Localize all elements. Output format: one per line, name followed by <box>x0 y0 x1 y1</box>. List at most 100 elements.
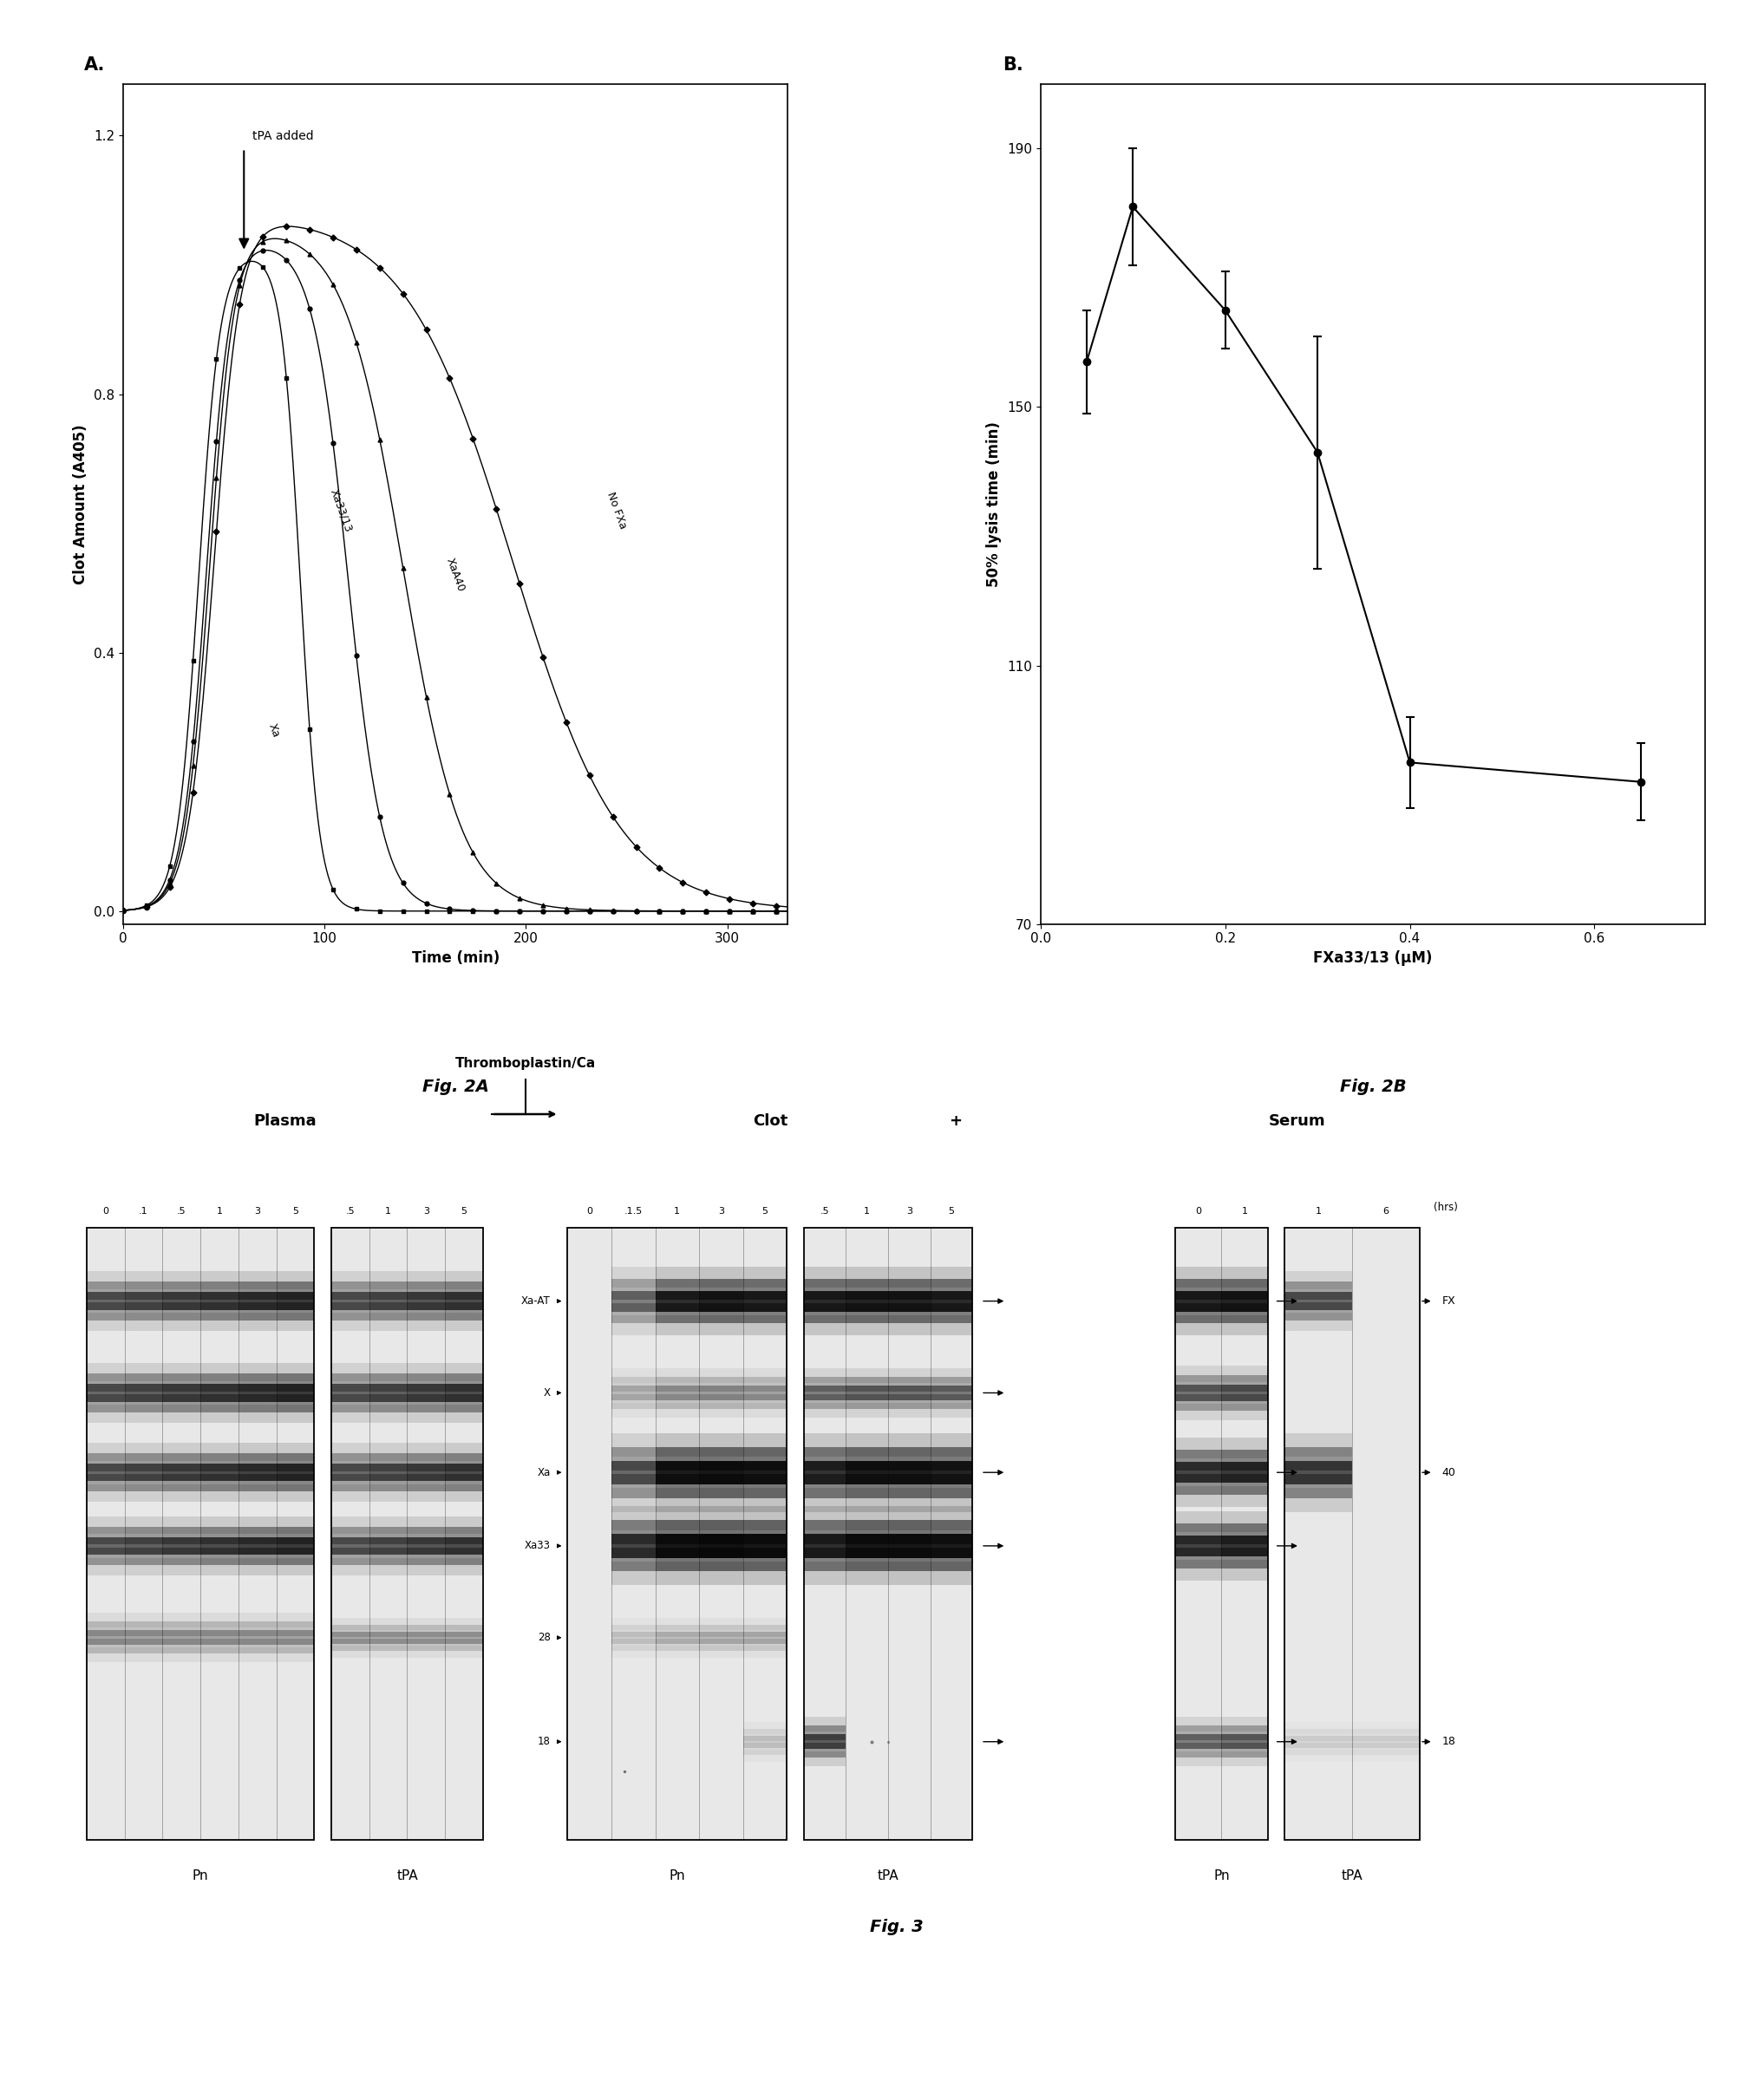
Bar <box>568 1743 612 1754</box>
Bar <box>700 1386 744 1401</box>
Bar <box>803 1718 846 1732</box>
Bar <box>1352 1302 1420 1321</box>
Bar <box>612 1722 656 1735</box>
Bar <box>930 1735 972 1749</box>
Bar <box>369 1516 408 1533</box>
Bar <box>369 1527 408 1543</box>
Bar <box>656 1432 700 1457</box>
Bar <box>744 1447 788 1470</box>
Text: 3: 3 <box>905 1208 912 1216</box>
Bar <box>162 1621 200 1636</box>
Bar <box>568 1474 612 1497</box>
Bar <box>656 1386 700 1401</box>
Text: 28: 28 <box>538 1632 550 1644</box>
Bar <box>125 1527 162 1543</box>
Bar <box>930 1632 972 1644</box>
Bar <box>803 1743 846 1758</box>
Bar <box>86 1464 125 1480</box>
Bar <box>276 1363 315 1382</box>
Text: tPA: tPA <box>877 1869 898 1882</box>
Bar <box>408 1638 445 1651</box>
Bar <box>200 1548 239 1564</box>
Bar <box>568 1369 612 1384</box>
Bar <box>1285 1489 1352 1512</box>
Bar <box>930 1548 972 1571</box>
Text: +: + <box>949 1113 962 1130</box>
Bar <box>200 1474 239 1491</box>
Bar <box>200 1613 239 1628</box>
Bar <box>1174 1449 1222 1470</box>
Bar <box>803 1562 846 1586</box>
Bar <box>568 1728 612 1741</box>
Bar <box>162 1638 200 1653</box>
Bar <box>568 1638 612 1651</box>
Bar <box>930 1743 972 1758</box>
Bar <box>612 1562 656 1586</box>
Bar <box>1222 1560 1268 1581</box>
Bar <box>369 1646 408 1657</box>
Bar <box>803 1378 846 1392</box>
Bar <box>239 1485 276 1501</box>
Bar <box>239 1443 276 1462</box>
Bar <box>656 1749 700 1762</box>
Bar <box>162 1394 200 1411</box>
Bar <box>86 1443 125 1462</box>
Bar <box>930 1378 972 1392</box>
Bar <box>1174 1228 1268 1840</box>
X-axis label: FXa33/13 (μM): FXa33/13 (μM) <box>1313 951 1433 966</box>
Bar <box>86 1630 125 1644</box>
Bar <box>1174 1535 1222 1556</box>
Text: 1: 1 <box>1241 1208 1248 1216</box>
Bar <box>369 1485 408 1501</box>
Text: Serum: Serum <box>1269 1113 1326 1130</box>
Bar <box>888 1315 930 1336</box>
Bar <box>656 1302 700 1323</box>
Bar <box>162 1302 200 1321</box>
Bar <box>1174 1394 1222 1411</box>
Bar <box>568 1722 612 1735</box>
Bar <box>1222 1449 1268 1470</box>
Bar <box>276 1485 315 1501</box>
Bar <box>803 1315 846 1336</box>
Bar <box>239 1464 276 1480</box>
Bar <box>568 1462 612 1485</box>
Text: Thromboplastin/Ca: Thromboplastin/Ca <box>455 1056 596 1069</box>
Bar <box>445 1373 483 1392</box>
Bar <box>408 1632 445 1644</box>
Bar <box>612 1403 656 1418</box>
Bar <box>125 1443 162 1462</box>
Bar <box>331 1270 369 1289</box>
Bar <box>276 1292 315 1310</box>
Bar <box>612 1737 656 1747</box>
Bar <box>162 1464 200 1480</box>
Bar <box>445 1558 483 1575</box>
Bar <box>744 1378 788 1392</box>
Bar <box>369 1474 408 1491</box>
Bar <box>331 1632 369 1644</box>
Bar <box>1222 1292 1268 1312</box>
Bar <box>445 1281 483 1300</box>
Bar <box>125 1558 162 1575</box>
Bar <box>86 1621 125 1636</box>
Bar <box>162 1548 200 1564</box>
Bar <box>656 1562 700 1586</box>
Bar <box>86 1302 125 1321</box>
Bar <box>656 1474 700 1497</box>
Bar <box>162 1292 200 1310</box>
Bar <box>408 1302 445 1321</box>
Bar <box>86 1537 125 1554</box>
Bar <box>125 1464 162 1480</box>
Bar <box>846 1735 888 1749</box>
Bar <box>1285 1302 1352 1321</box>
Bar <box>1174 1522 1222 1544</box>
Y-axis label: Clot Amount (A405): Clot Amount (A405) <box>74 424 90 584</box>
Bar <box>930 1726 972 1741</box>
Bar <box>930 1533 972 1558</box>
Bar <box>612 1646 656 1657</box>
Bar <box>656 1646 700 1657</box>
Bar <box>1222 1439 1268 1460</box>
Bar <box>700 1489 744 1512</box>
Bar <box>445 1548 483 1564</box>
Bar <box>125 1312 162 1331</box>
Bar <box>331 1638 369 1651</box>
